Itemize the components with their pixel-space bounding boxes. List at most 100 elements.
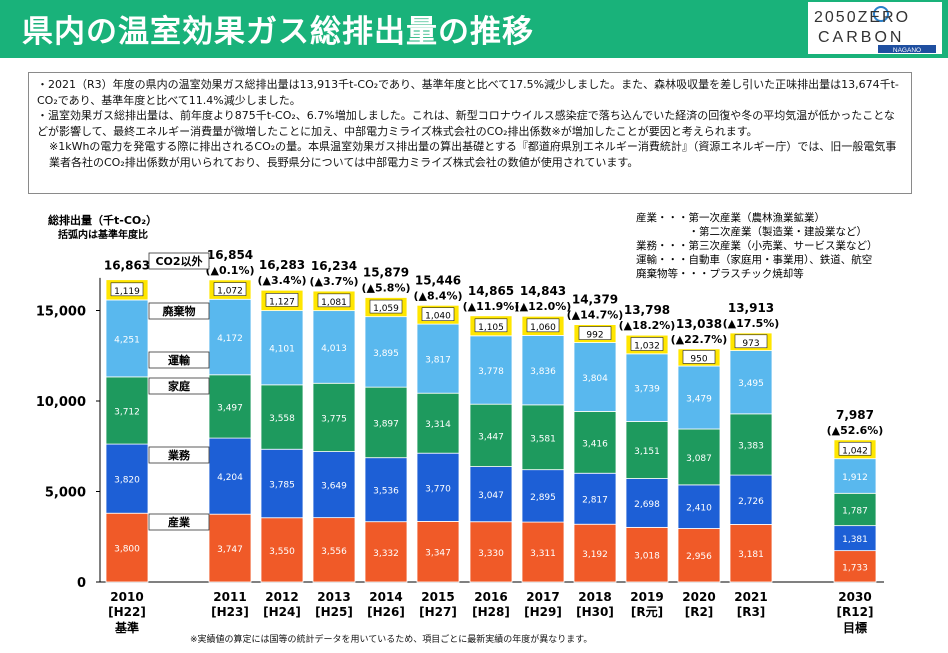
data-label: 3,785: [269, 480, 295, 490]
data-label: 3,314: [425, 420, 451, 430]
data-label: 1,059: [373, 304, 399, 314]
legend-note: ・第二次産業（製造業・建設業など）: [636, 225, 867, 238]
bar-segment-産業: [677, 528, 721, 583]
change-label: (▲3.7%): [309, 275, 358, 288]
data-label: 3,018: [634, 552, 660, 562]
y-tick-label: 5,000: [45, 486, 86, 501]
change-label: (▲5.8%): [361, 281, 410, 294]
bar-segment-家庭: [260, 384, 304, 450]
data-label: 3,775: [321, 414, 347, 424]
bar-segment-産業: [521, 521, 565, 583]
value-label-box: [734, 334, 768, 349]
value-label-box: [682, 350, 716, 364]
x-tick-year: 2021: [734, 590, 767, 604]
note-2: ・温室効果ガス総排出量は、前年度より875千t-CO₂、6.7%増加しました。こ…: [37, 109, 895, 138]
data-label: 3,817: [425, 356, 451, 366]
x-tick-year: 2014: [369, 590, 402, 604]
data-label: 3,739: [634, 385, 660, 395]
data-label: 2,956: [686, 552, 712, 562]
bar-segment-業務: [469, 466, 513, 523]
x-tick-era: [H29]: [524, 605, 562, 619]
summary-notes-box: ・2021（R3）年度の県内の温室効果ガス総排出量は13,913千t-CO₂であ…: [28, 72, 912, 194]
data-label: 1,105: [478, 323, 504, 333]
total-label: 14,843: [520, 284, 566, 298]
data-label: 3,897: [373, 419, 399, 429]
bar-segment-業務: [833, 525, 877, 552]
data-label: 992: [586, 331, 603, 341]
bar-segment-家庭: [469, 403, 513, 467]
logo-line-1: 2050ZERO: [814, 9, 910, 26]
total-label: 15,879: [363, 265, 409, 279]
bar-segment-家庭: [521, 404, 565, 471]
x-tick-era: [R12]: [837, 605, 874, 619]
total-label: 7,987: [836, 408, 874, 422]
data-label: 3,712: [114, 407, 140, 417]
data-label: 1,060: [530, 323, 556, 333]
bar-segment-産業: [416, 521, 460, 583]
bar-segment-業務: [677, 484, 721, 529]
total-label: 13,798: [624, 303, 670, 317]
footnote: ※実績値の算定には国等の統計データを用いているため、項目ごとに最新実績の年度が異…: [190, 635, 593, 645]
total-label: 14,379: [572, 293, 618, 307]
bar-segment-運輸: [729, 350, 773, 415]
x-tick-year: 2011: [213, 590, 246, 604]
data-label: 3,416: [582, 439, 608, 449]
y-axis-subtitle: 括弧内は基準年度比: [58, 228, 148, 241]
title-banner: 県内の温室効果ガス総排出量の推移 2050ZERO CARBON NAGANO: [0, 0, 948, 58]
value-label-box: [526, 318, 560, 333]
data-label: 3,556: [321, 547, 347, 557]
emissions-stacked-bar-chart: 0 5,000 10,000 15,000 総排出量（千t-CO₂）括弧内は基準年度比 3…: [36, 211, 884, 635]
x-tick-era: [R元]: [631, 605, 663, 619]
bar-segment-業務: [729, 474, 773, 525]
x-tick-era: [H24]: [263, 605, 301, 619]
x-tick-year: 2019: [630, 590, 663, 604]
bar-segment-運輸: [312, 310, 356, 384]
category-tag-box: [148, 252, 210, 270]
x-tick-year: 2012: [265, 590, 298, 604]
value-label-box: [265, 293, 299, 307]
data-label: 1,733: [842, 563, 868, 573]
data-label: 3,558: [269, 414, 295, 424]
x-tick-year: 2030: [838, 590, 871, 604]
category-tag-家庭: 家庭: [168, 379, 190, 393]
bar-segment-家庭: [416, 392, 460, 454]
category-tag-廃棄物: 廃棄物: [163, 304, 196, 318]
data-label: 3,383: [738, 441, 764, 451]
data-label: 4,251: [114, 335, 140, 345]
total-label: 16,854: [207, 248, 253, 262]
x-tick-note: 基準: [114, 620, 139, 635]
x-tick-era: [H23]: [211, 605, 249, 619]
total-label: 15,446: [415, 273, 461, 287]
value-label-box: [421, 307, 455, 321]
data-label: 3,497: [217, 403, 243, 413]
change-label: (▲22.7%): [671, 333, 728, 346]
change-label: (▲12.0%): [515, 300, 572, 313]
data-label: 3,087: [686, 454, 712, 464]
data-label: 3,820: [114, 476, 140, 486]
logo-line-2: CARBON: [818, 29, 904, 46]
data-label: 1,381: [842, 535, 868, 545]
data-label: 2,698: [634, 500, 660, 510]
y-tick-label: 15,000: [36, 305, 86, 320]
value-label-box: [369, 299, 403, 314]
x-tick-era: [H28]: [472, 605, 510, 619]
data-label: 3,649: [321, 482, 347, 492]
category-tag-box: [148, 377, 210, 395]
bar-segment-業務: [208, 437, 252, 515]
bar-segment-産業: [469, 521, 513, 583]
legend-note: 産業・・・第一次産業（農林漁業鉱業）: [636, 211, 825, 224]
x-tick-year: 2013: [317, 590, 350, 604]
x-tick-year: 2017: [526, 590, 559, 604]
bar-segment-運輸: [573, 342, 617, 412]
bar-segment-産業: [729, 524, 773, 583]
change-label: (▲14.7%): [567, 309, 624, 322]
data-label: 1,912: [842, 473, 868, 483]
data-label: 1,787: [842, 506, 868, 516]
value-label-box: [838, 441, 872, 456]
bar-segment-家庭: [312, 382, 356, 452]
bar-segment-運輸: [521, 335, 565, 406]
value-label-box: [213, 282, 247, 296]
value-label-box: [110, 282, 144, 297]
data-label: 3,330: [478, 549, 504, 559]
bar-segment-業務: [260, 448, 304, 519]
